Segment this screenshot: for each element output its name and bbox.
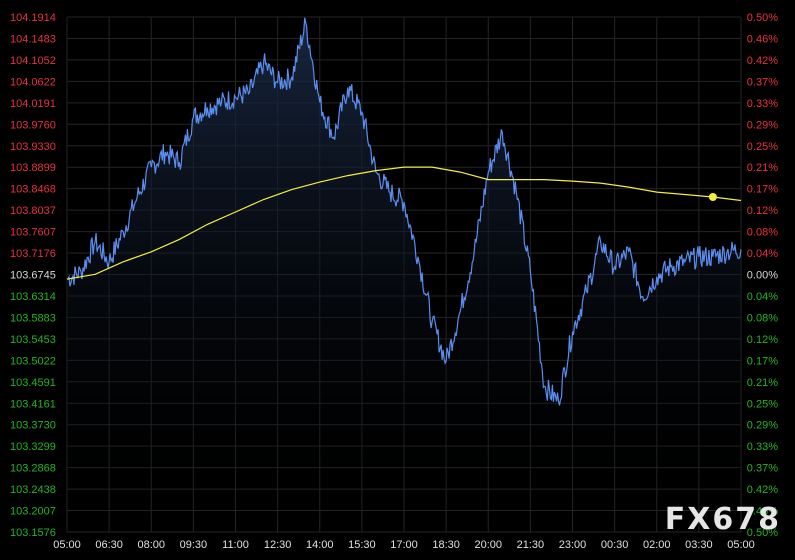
y-tick-label-left: 103.7176 bbox=[10, 248, 56, 260]
x-tick-label: 05:00 bbox=[53, 539, 81, 551]
y-tick-label-left: 103.9760 bbox=[10, 119, 56, 131]
x-tick-label: 23:00 bbox=[559, 539, 587, 551]
y-tick-label-right: 0.33% bbox=[747, 98, 778, 110]
y-tick-label-left: 103.7607 bbox=[10, 227, 56, 239]
x-tick-label: 09:30 bbox=[180, 539, 208, 551]
y-tick-label-right: 0.12% bbox=[747, 334, 778, 346]
fx678-watermark: FX678 bbox=[664, 502, 781, 537]
y-tick-label-right: 0.25% bbox=[747, 141, 778, 153]
y-tick-label-right: 0.04% bbox=[747, 248, 778, 260]
y-tick-label-right: 0.12% bbox=[747, 205, 778, 217]
x-tick-label: 17:00 bbox=[390, 539, 418, 551]
price-area-fill bbox=[67, 17, 741, 533]
x-tick-label: 21:30 bbox=[517, 539, 545, 551]
y-tick-label-left: 103.6314 bbox=[10, 291, 56, 303]
y-tick-label-right: 0.08% bbox=[747, 227, 778, 239]
y-tick-label-left: 103.5453 bbox=[10, 334, 56, 346]
left-axis-labels: 104.1914 104.1483 104.1052 104.0622 104.0191… bbox=[10, 12, 56, 539]
y-tick-label-right: 0.37% bbox=[747, 76, 778, 88]
y-tick-label-right: 0.04% bbox=[747, 291, 778, 303]
y-tick-label-left: 103.4161 bbox=[10, 398, 56, 410]
y-tick-label-left: 104.1052 bbox=[10, 55, 56, 67]
y-tick-label-left: 103.1576 bbox=[10, 527, 56, 539]
x-tick-label: 14:00 bbox=[306, 539, 334, 551]
y-tick-label-right: 0.42% bbox=[747, 55, 778, 67]
x-tick-label: 12:30 bbox=[264, 539, 292, 551]
y-tick-label-left: 104.0622 bbox=[10, 76, 56, 88]
y-tick-label-left: 103.2438 bbox=[10, 484, 56, 496]
x-tick-label: 02:00 bbox=[643, 539, 671, 551]
series bbox=[66, 17, 742, 406]
x-tick-label: 03:30 bbox=[685, 539, 713, 551]
y-tick-label-right: 0.50% bbox=[747, 527, 778, 539]
y-tick-label-right: 0.08% bbox=[747, 312, 778, 324]
y-tick-label-left: 103.3299 bbox=[10, 441, 56, 453]
price-line bbox=[66, 17, 742, 406]
y-tick-label-left: 104.1483 bbox=[10, 33, 56, 45]
y-tick-label-left: 104.1914 bbox=[10, 12, 56, 24]
x-tick-label: 08:00 bbox=[137, 539, 165, 551]
y-tick-label-left: 103.8899 bbox=[10, 162, 56, 174]
x-tick-label: 06:30 bbox=[95, 539, 123, 551]
y-tick-label-left: 103.8037 bbox=[10, 205, 56, 217]
y-tick-label-right: 0.00% bbox=[747, 270, 778, 282]
y-tick-label-right: 0.42% bbox=[747, 484, 778, 496]
x-tick-label: 15:30 bbox=[348, 539, 376, 551]
y-tick-label-right: 0.33% bbox=[747, 441, 778, 453]
right-axis-labels: 0.50% 0.46% 0.42% 0.37% 0.33% 0.29% 0.25% 0.21%… bbox=[747, 12, 778, 539]
x-tick-label: 00:30 bbox=[601, 539, 629, 551]
y-tick-label-right: 0.21% bbox=[747, 162, 778, 174]
x-tick-label: 11:00 bbox=[222, 539, 249, 551]
y-tick-label-left: 103.4591 bbox=[10, 377, 56, 389]
y-tick-label-left: 103.5022 bbox=[10, 355, 56, 367]
y-tick-label-right: 0.29% bbox=[747, 119, 778, 131]
y-tick-label-right: 0.46% bbox=[747, 33, 778, 45]
y-tick-label-right: 0.21% bbox=[747, 377, 778, 389]
y-tick-label-left: 103.3730 bbox=[10, 420, 56, 432]
y-tick-label-left: 103.6745 bbox=[10, 270, 56, 282]
y-tick-label-left: 103.2868 bbox=[10, 463, 56, 475]
average-current-dot bbox=[708, 193, 717, 201]
y-tick-label-right: 0.50% bbox=[747, 12, 778, 24]
x-tick-label: 18:30 bbox=[432, 539, 460, 551]
y-tick-label-right: 0.17% bbox=[747, 355, 778, 367]
y-tick-label-right: 0.29% bbox=[747, 420, 778, 432]
price-area bbox=[67, 17, 741, 533]
y-tick-label-left: 103.5883 bbox=[10, 312, 56, 324]
y-tick-label-left: 103.2007 bbox=[10, 506, 56, 518]
y-tick-label-right: 0.46% bbox=[747, 506, 778, 518]
y-tick-label-left: 104.0191 bbox=[10, 98, 56, 110]
x-tick-label: 05:00 bbox=[727, 539, 755, 551]
average-line bbox=[66, 166, 742, 280]
y-tick-label-left: 103.8468 bbox=[10, 184, 56, 196]
y-tick-label-right: 0.25% bbox=[747, 398, 778, 410]
y-tick-label-left: 103.9330 bbox=[10, 141, 56, 153]
y-tick-label-right: 0.37% bbox=[747, 463, 778, 475]
x-axis-labels: 05:00 06:30 08:00 09:30 11:00 12:30 14:00 15:30… bbox=[53, 539, 755, 551]
x-tick-label: 20:00 bbox=[474, 539, 502, 551]
y-tick-label-right: 0.17% bbox=[747, 184, 778, 196]
